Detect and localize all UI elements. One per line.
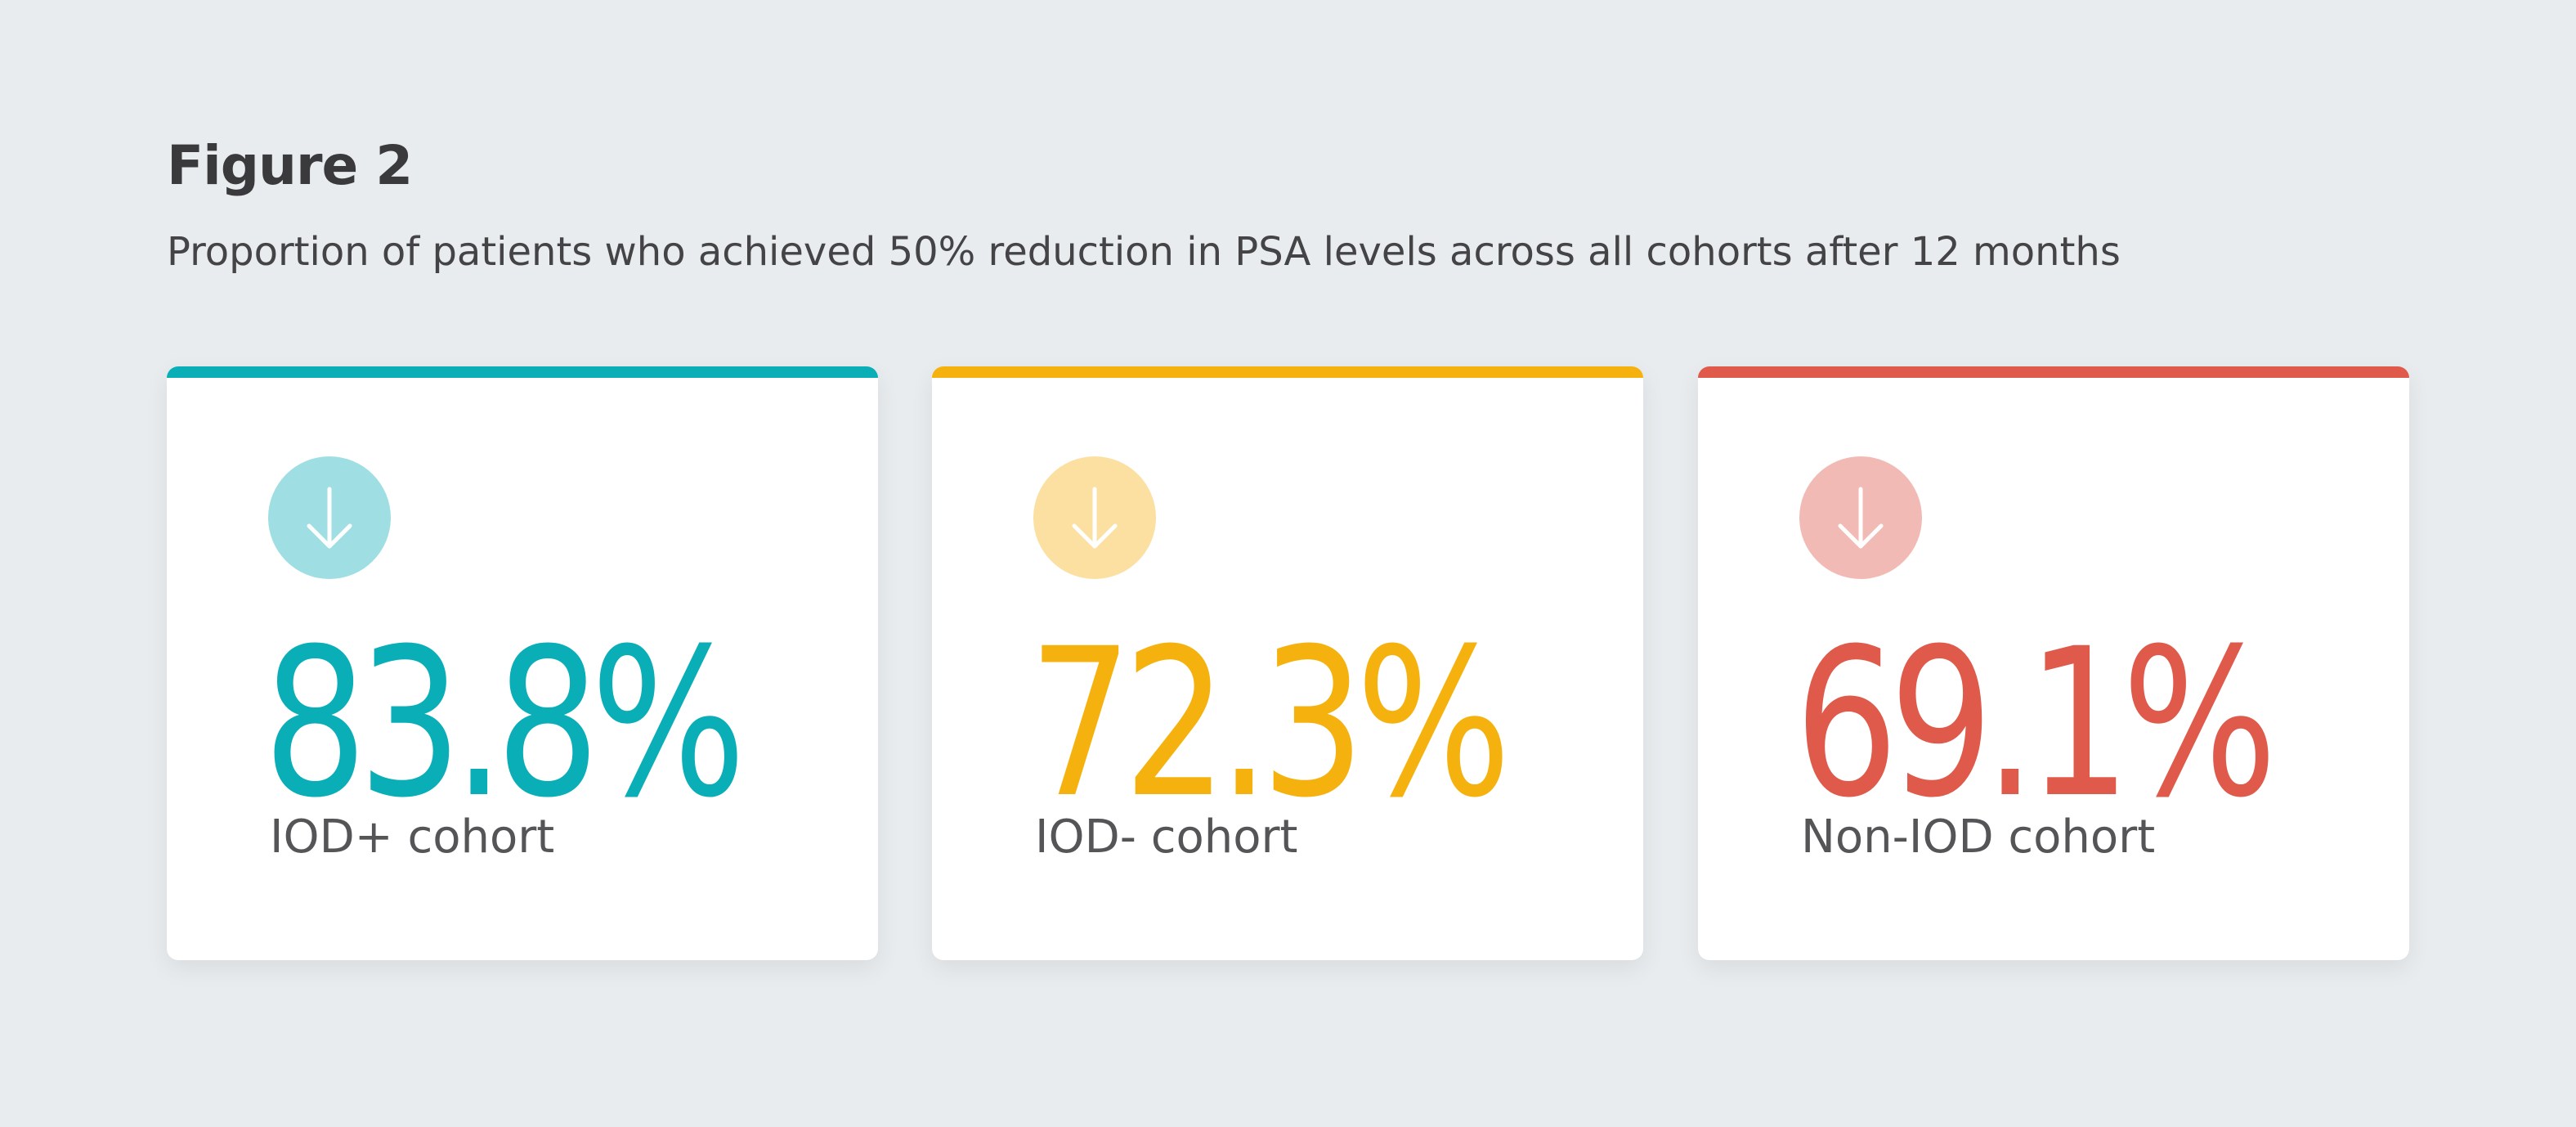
stat-label: IOD+ cohort: [270, 810, 555, 864]
stat-card-iod-positive: 83.8% IOD+ cohort: [167, 366, 878, 960]
stat-value: 72.3%: [1028, 604, 1512, 842]
stat-value: 83.8%: [263, 604, 746, 842]
stat-value: 69.1%: [1794, 604, 2278, 842]
stat-label: Non-IOD cohort: [1801, 810, 2156, 864]
figure-subtitle: Proportion of patients who achieved 50% …: [167, 229, 2121, 275]
stat-card-non-iod: 69.1% Non-IOD cohort: [1698, 366, 2409, 960]
arrow-down-icon: [1799, 456, 1922, 579]
stat-card-iod-negative: 72.3% IOD- cohort: [932, 366, 1643, 960]
card-accent-bar: [1698, 366, 2409, 378]
figure-title: Figure 2: [167, 134, 413, 197]
arrow-down-icon: [1033, 456, 1156, 579]
card-accent-bar: [932, 366, 1643, 378]
card-accent-bar: [167, 366, 878, 378]
arrow-down-icon: [268, 456, 391, 579]
stat-label: IOD- cohort: [1035, 810, 1298, 864]
